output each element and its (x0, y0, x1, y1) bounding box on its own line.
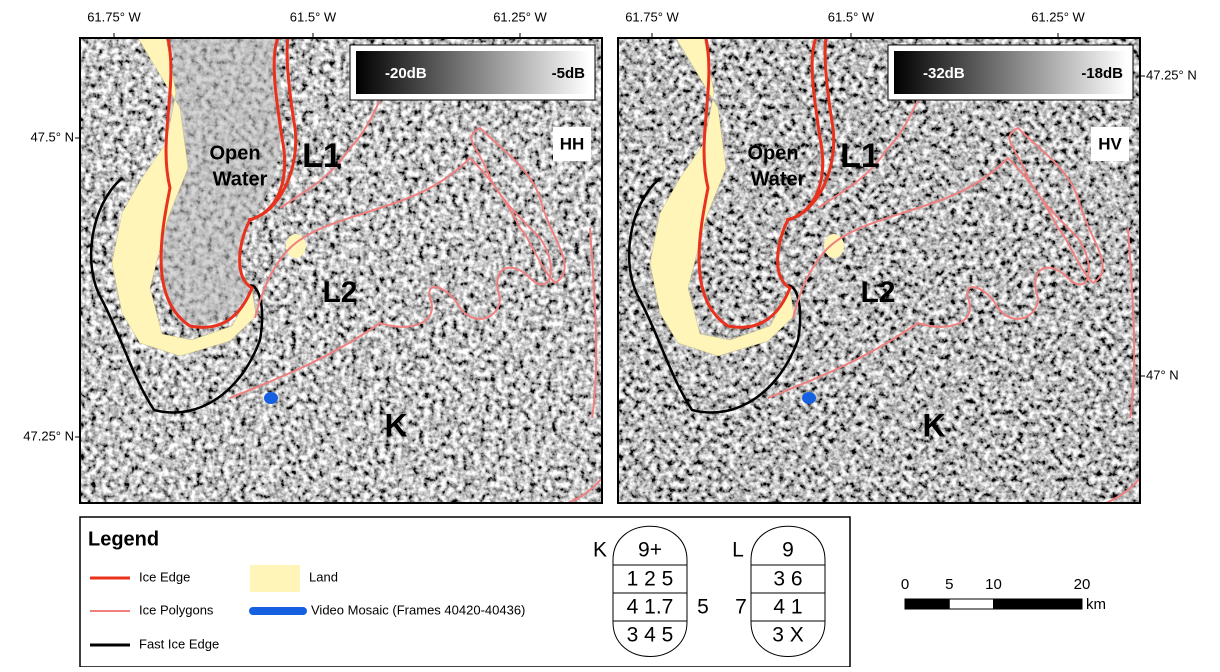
legend-label: Fast Ice Edge (139, 636, 219, 651)
region-label: L2 (322, 276, 357, 309)
egg-total: 9 (782, 539, 794, 562)
egg-label: K (593, 539, 607, 562)
sar-image (80, 38, 602, 503)
region-label: L2 (860, 276, 895, 309)
scale-segment (994, 599, 1083, 609)
longitude-label: 61.25° W (1031, 9, 1085, 24)
page: {"panels": [ {"polarization": "HH", "col… (0, 0, 1220, 672)
latitude-label: 47.25° N (23, 428, 74, 443)
map-image (618, 38, 1140, 503)
longitude-label: 61.25° W (493, 9, 547, 24)
map-image (80, 38, 602, 503)
region-label: Water (213, 168, 268, 190)
egg-side: 7 (735, 596, 747, 619)
colorbar-min-label: -32dB (923, 65, 965, 82)
longitude-label: 61.75° W (625, 9, 679, 24)
legend-label: Land (309, 569, 338, 584)
longitude-label: 61.5° W (828, 9, 875, 24)
scale-label: 20 (1074, 576, 1091, 593)
latitude-label: 47.25° N (1146, 67, 1197, 82)
scale-segment (949, 599, 993, 609)
polarization-label: HH (560, 134, 585, 153)
region-label: K (384, 407, 407, 443)
egg-concentrations: 3 6 (773, 568, 802, 591)
egg-stages: 4 1.7 (627, 596, 674, 619)
region-label: K (922, 407, 945, 443)
legend-label: Ice Polygons (139, 602, 214, 617)
egg-label: L (732, 539, 744, 562)
figure: -20dB -5dB HH Open Water L1 L2 K 61.75° W 61.5° W… (0, 0, 1220, 667)
longitude-label: 61.5° W (290, 9, 337, 24)
egg-forms: 3 4 5 (627, 624, 674, 647)
region-label: L1 (840, 137, 880, 175)
scale-unit: km (1086, 596, 1106, 613)
colorbar-max-label: -5dB (552, 65, 586, 82)
region-label: Open (747, 142, 798, 164)
legend-swatch (250, 565, 300, 592)
egg-side: 5 (697, 596, 709, 619)
egg-stages: 4 1 (773, 596, 802, 619)
latitude-label: 47° N (1146, 367, 1179, 382)
colorbar-max-label: -18dB (1081, 65, 1123, 82)
scale-label: 10 (985, 576, 1002, 593)
scale-label: 0 (901, 576, 909, 593)
region-label: Water (751, 168, 806, 190)
scale-label: 5 (945, 576, 953, 593)
region-label: Open (209, 142, 260, 164)
longitude-label: 61.75° W (87, 9, 141, 24)
legend-title: Legend (88, 528, 159, 550)
egg-total: 9+ (638, 539, 662, 562)
scale-segment (905, 599, 949, 609)
map-panel: -20dB -5dB HH Open Water L1 L2 K 61.75° W 61.5° W… (23, 9, 602, 503)
map-panel: -32dB -18dB HV Open Water L1 L2 K 61.75° W 61.5° … (618, 9, 1197, 503)
region-label: L1 (302, 137, 342, 175)
colorbar-min-label: -20dB (385, 65, 427, 82)
polarization-label: HV (1098, 134, 1122, 153)
legend-label: Ice Edge (139, 569, 190, 584)
egg-concentrations: 1 2 5 (627, 568, 674, 591)
latitude-label: 47.5° N (30, 129, 74, 144)
video-mosaic (802, 392, 816, 404)
sar-image (618, 38, 1140, 503)
egg-forms: 3 X (772, 624, 804, 647)
legend-label: Video Mosaic (Frames 40420-40436) (311, 602, 525, 617)
video-mosaic (264, 392, 278, 404)
